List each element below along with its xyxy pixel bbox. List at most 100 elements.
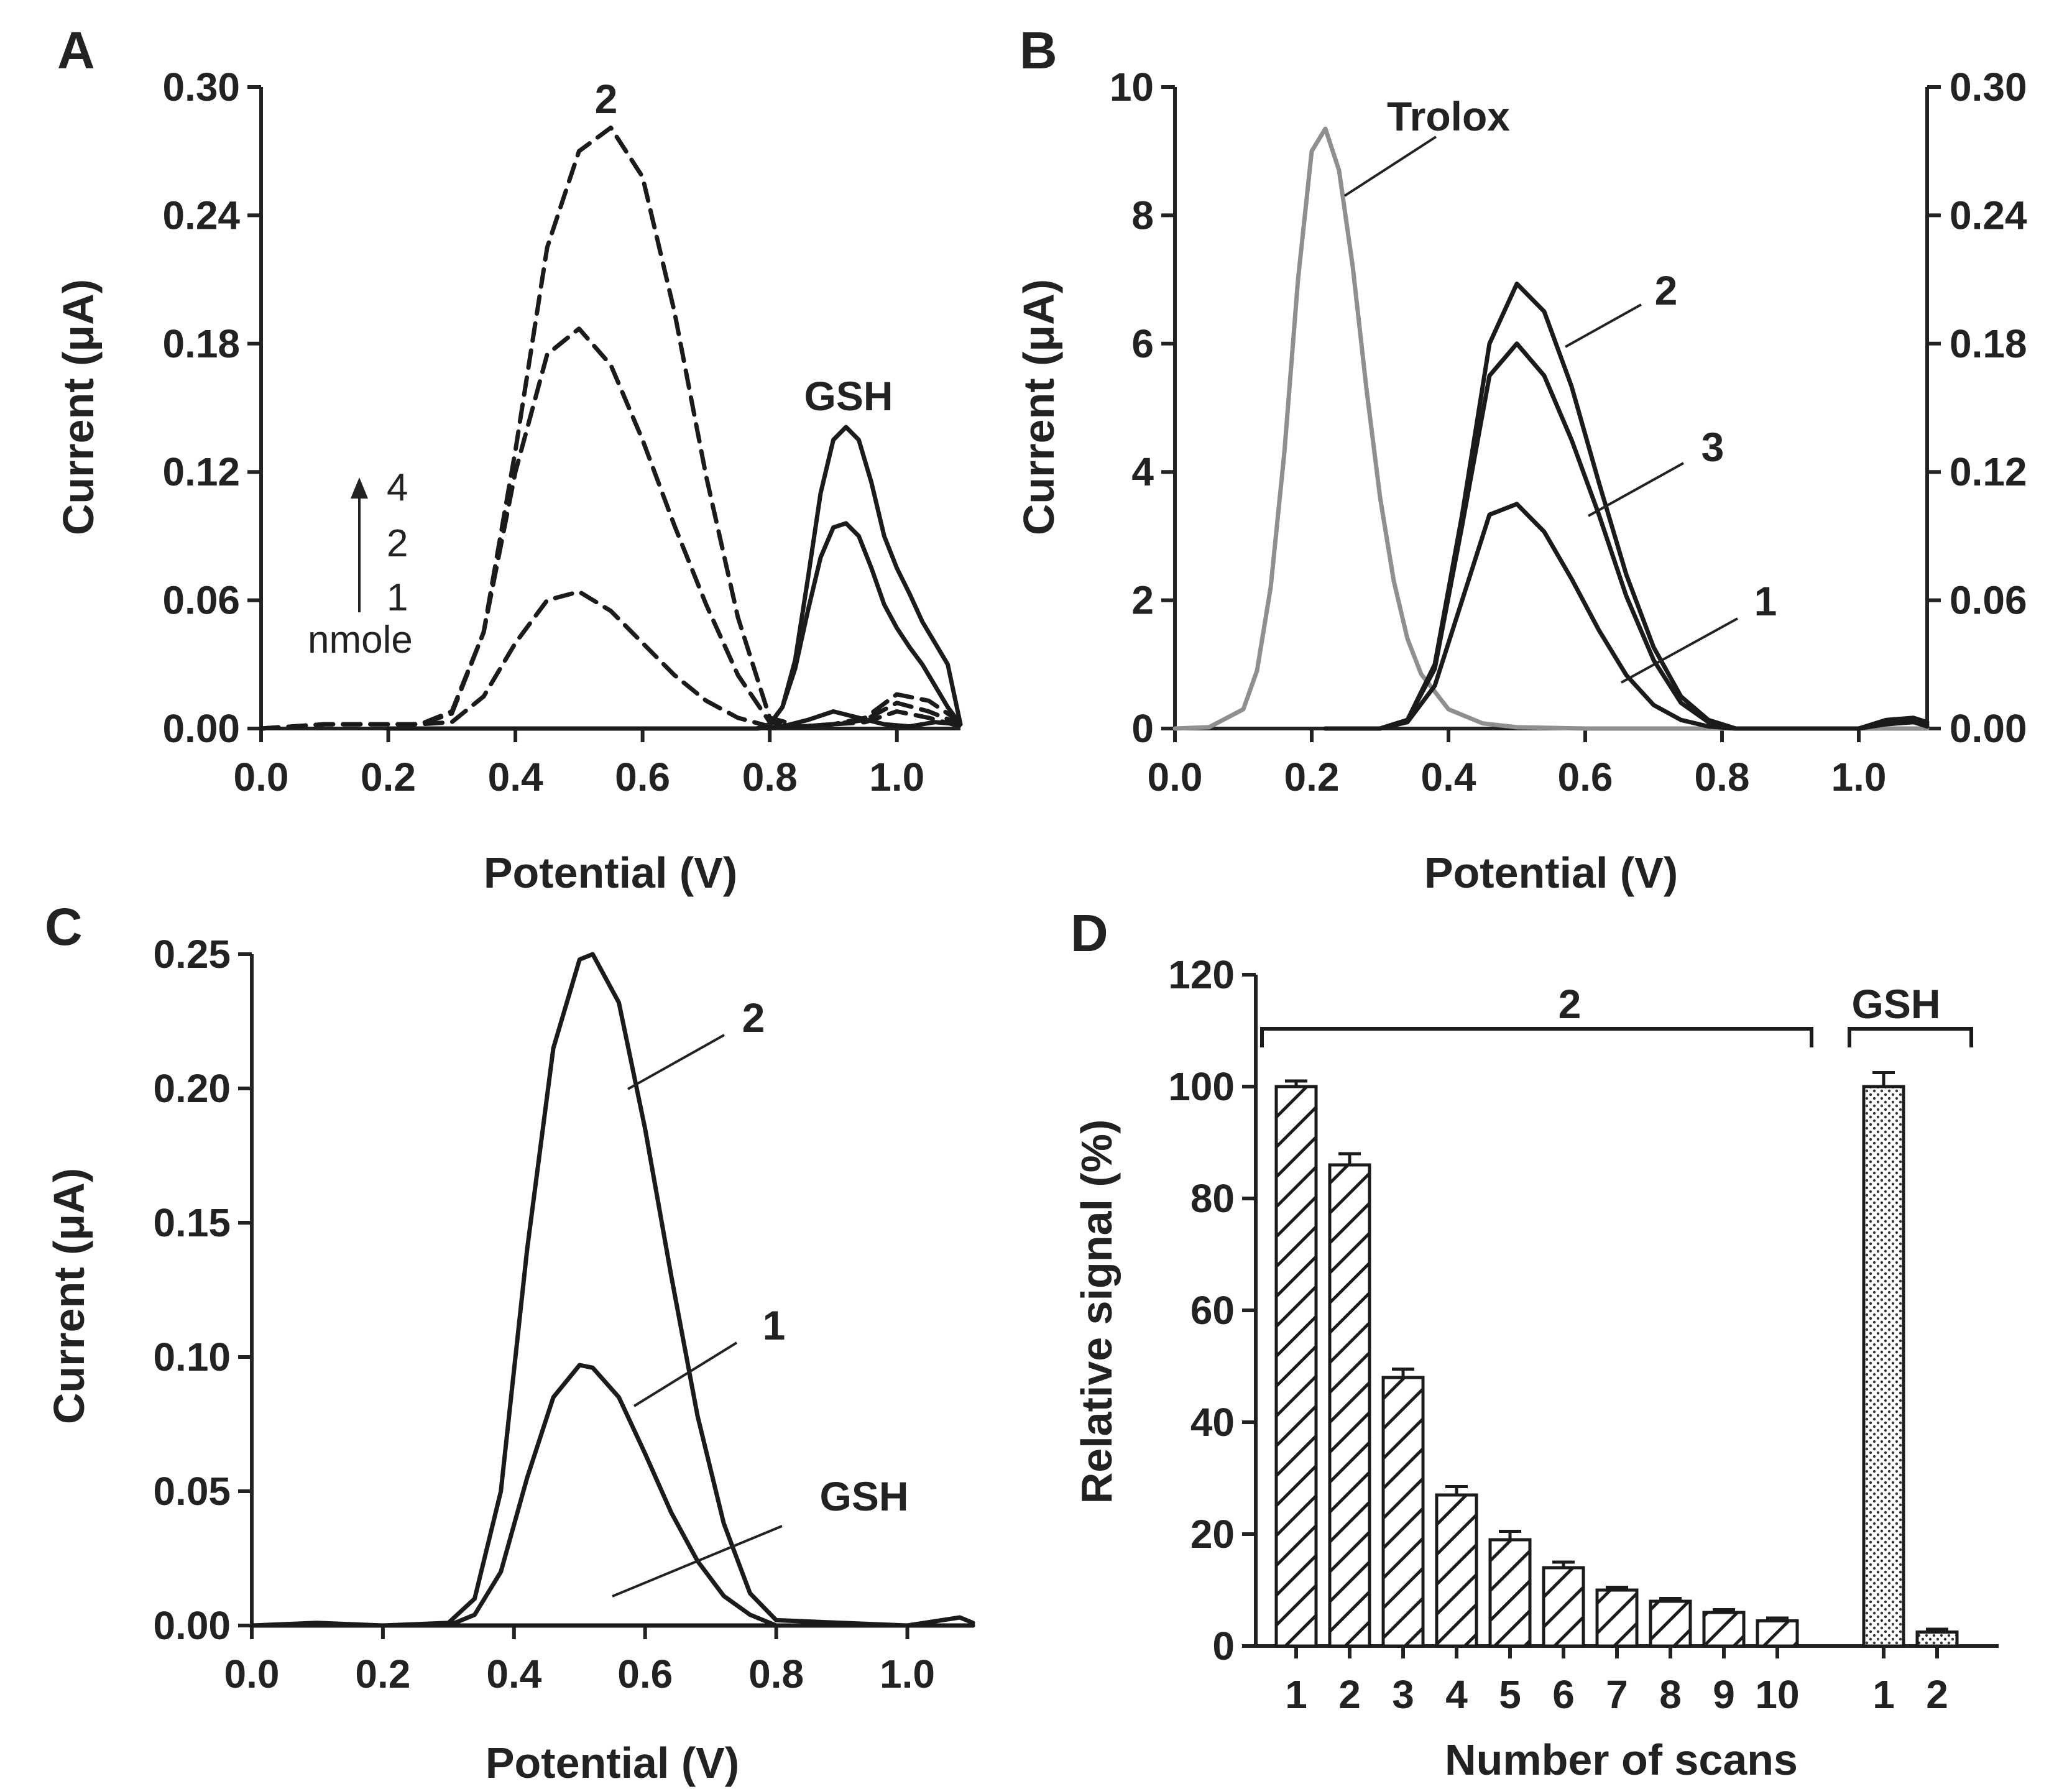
panel-b-series-0: [1172, 126, 1930, 731]
legend-unit: nmole: [308, 619, 413, 661]
panel-b-right-y-ticks: 0.00 0.06 0.12 0.18 0.24 0.30: [1927, 65, 2027, 751]
panel-b-right-y-tick-label: 0.24: [1950, 193, 2027, 237]
panel-c-series-0: [249, 952, 975, 1628]
panel-d-error-bar: [1872, 1071, 1895, 1087]
panel-d-bar-2-9: [1702, 1611, 1746, 1648]
panel-d-bar-2-6: [1542, 1566, 1585, 1648]
panel-b-x-tick-label: 0.0: [1148, 755, 1203, 799]
panel-label-a: A: [57, 21, 95, 80]
panel-d-bars: 1 2 3 4 5 6 7 8 9 10 1 2: [1274, 1071, 1959, 1717]
panel-a-y-tick-label: 0.18: [162, 321, 240, 366]
panel-d-bar-2-5: [1488, 1538, 1532, 1648]
panel-a-y-tick-label: 0.12: [162, 449, 240, 494]
panel-d-y-tick-label: 40: [1190, 1400, 1235, 1445]
panel-d-brackets: [1260, 1027, 1973, 1047]
panel-d-x-tick-label: 9: [1713, 1672, 1735, 1717]
panel-d-x-tick-label: 5: [1499, 1672, 1521, 1717]
panel-c-y-tick-label: 0.00: [153, 1603, 231, 1648]
panel-c-y-tick-label: 0.10: [153, 1335, 231, 1379]
panel-d-x-tick-label: 1: [1285, 1672, 1307, 1717]
panel-c-axes: [250, 954, 973, 1627]
panel-d-bracket-2: [1260, 1027, 1813, 1047]
panel-d-y-tick-label: 20: [1190, 1512, 1235, 1557]
panel-a-y-tick-label: 0.06: [162, 578, 240, 623]
panel-c-y-tick-label: 0.15: [153, 1200, 231, 1245]
panel-label-d: D: [1071, 904, 1108, 962]
panel-d-bar-2-8: [1649, 1599, 1692, 1648]
panel-a-y-axis-title: Current (μA): [54, 279, 103, 535]
panel-c-x-tick-label: 1.0: [880, 1652, 935, 1696]
panel-b-series-2: [1323, 341, 1930, 731]
panel-d-x-tick-label: 2: [1338, 1672, 1361, 1717]
panel-d-error-bar: [1713, 1608, 1735, 1612]
panel-a-x-ticks: 0.0 0.2 0.4 0.6 0.8 1.0: [234, 729, 924, 799]
panel-d-error-bar: [1499, 1530, 1521, 1540]
panel-b-curves: [1172, 126, 1930, 731]
panel-b-label-2: 2: [1655, 267, 1678, 313]
panel-c-x-tick-label: 0.4: [486, 1652, 541, 1696]
panel-b-series-3: [1323, 502, 1930, 731]
panel-d-group-label-gsh: GSH: [1851, 981, 1940, 1027]
panel-b-y-tick-label: 10: [1110, 65, 1154, 109]
legend-arrow-icon: [351, 477, 368, 499]
panel-c-x-axis-title: Potential (V): [486, 1739, 739, 1787]
panel-b-y-tick-label: 0: [1131, 706, 1154, 751]
panel-c-y-axis-title: Current (μA): [45, 1168, 93, 1424]
panel-b-label-trolox: Trolox: [1387, 93, 1510, 139]
panel-d-y-tick-label: 80: [1190, 1176, 1235, 1221]
panel-d-bracket-GSH: [1848, 1027, 1973, 1047]
panel-a-x-tick-label: 0.8: [742, 755, 798, 799]
panel-b-right-y-tick-label: 0.18: [1950, 321, 2027, 366]
panel-d-x-tick-label: 6: [1552, 1672, 1575, 1717]
panel-d-x-tick-label: 7: [1606, 1672, 1628, 1717]
panel-a-series-5: [755, 709, 963, 731]
panel-c-x-tick-label: 0.0: [224, 1652, 280, 1696]
panel-c-x-tick-label: 0.8: [748, 1652, 804, 1696]
panel-d-x-tick-label: 10: [1755, 1672, 1799, 1717]
panel-d-error-bar: [1926, 1627, 1948, 1632]
panel-a-label-gsh: GSH: [804, 373, 893, 419]
panel-d-error-bar: [1606, 1586, 1628, 1590]
panel-label-c: C: [45, 898, 83, 956]
panel-b-y-tick-label: 8: [1131, 193, 1154, 237]
panel-b-label-1: 1: [1754, 578, 1777, 624]
panel-b-y-tick-label: 6: [1131, 321, 1154, 366]
panel-a-curves: [259, 125, 963, 731]
panel-d-error-bar: [1766, 1616, 1789, 1621]
panel-b-x-tick-label: 0.2: [1284, 755, 1340, 799]
panel-d-bar-2-10: [1756, 1619, 1799, 1648]
panel-c-x-tick-label: 0.2: [355, 1652, 410, 1696]
legend-value-2: 2: [387, 522, 408, 565]
panel-d-error-bar: [1445, 1485, 1468, 1495]
panel-b-right-y-tick-label: 0.06: [1950, 578, 2027, 623]
panel-d-y-ticks: 0 20 40 60 80 100 120: [1168, 952, 1256, 1668]
panel-d-x-tick-label: 2: [1926, 1672, 1948, 1717]
panel-d-bar-2-3: [1381, 1376, 1425, 1648]
panel-a-x-tick-label: 0.6: [615, 755, 670, 799]
panel-b-x-tick-label: 0.8: [1695, 755, 1750, 799]
panel-d-error-bar: [1552, 1560, 1575, 1568]
panel-d-bar-2-1: [1274, 1085, 1318, 1648]
panel-d-x-axis-title: Number of scans: [1445, 1736, 1798, 1784]
panel-d-x-tick-label: 1: [1872, 1672, 1895, 1717]
panel-b-x-tick-label: 1.0: [1831, 755, 1887, 799]
panel-a-y-tick-label: 0.30: [162, 65, 240, 109]
panel-c-label-gsh: GSH: [819, 1473, 908, 1519]
panel-c-series-1: [249, 1363, 975, 1628]
panel-d-group-label-2: 2: [1559, 981, 1582, 1027]
panel-a-y-tick-label: 0.00: [162, 706, 240, 751]
panel-b-y-ticks: 0 2 4 6 8 10: [1110, 65, 1175, 751]
panel-d-bar-2-4: [1435, 1493, 1478, 1648]
panel-a-x-tick-label: 1.0: [869, 755, 924, 799]
panel-d-error-bar: [1659, 1597, 1682, 1601]
panel-c-y-ticks: 0.00 0.05 0.10 0.15 0.20 0.25: [153, 932, 252, 1648]
panel-c-y-tick-label: 0.05: [153, 1469, 231, 1514]
panel-c-y-tick-label: 0.25: [153, 932, 231, 977]
panel-d-x-tick-label: 8: [1659, 1672, 1682, 1717]
panel-a-x-tick-label: 0.2: [361, 755, 416, 799]
panel-c-label-1: 1: [763, 1302, 786, 1348]
panel-b-label-3: 3: [1701, 424, 1724, 470]
